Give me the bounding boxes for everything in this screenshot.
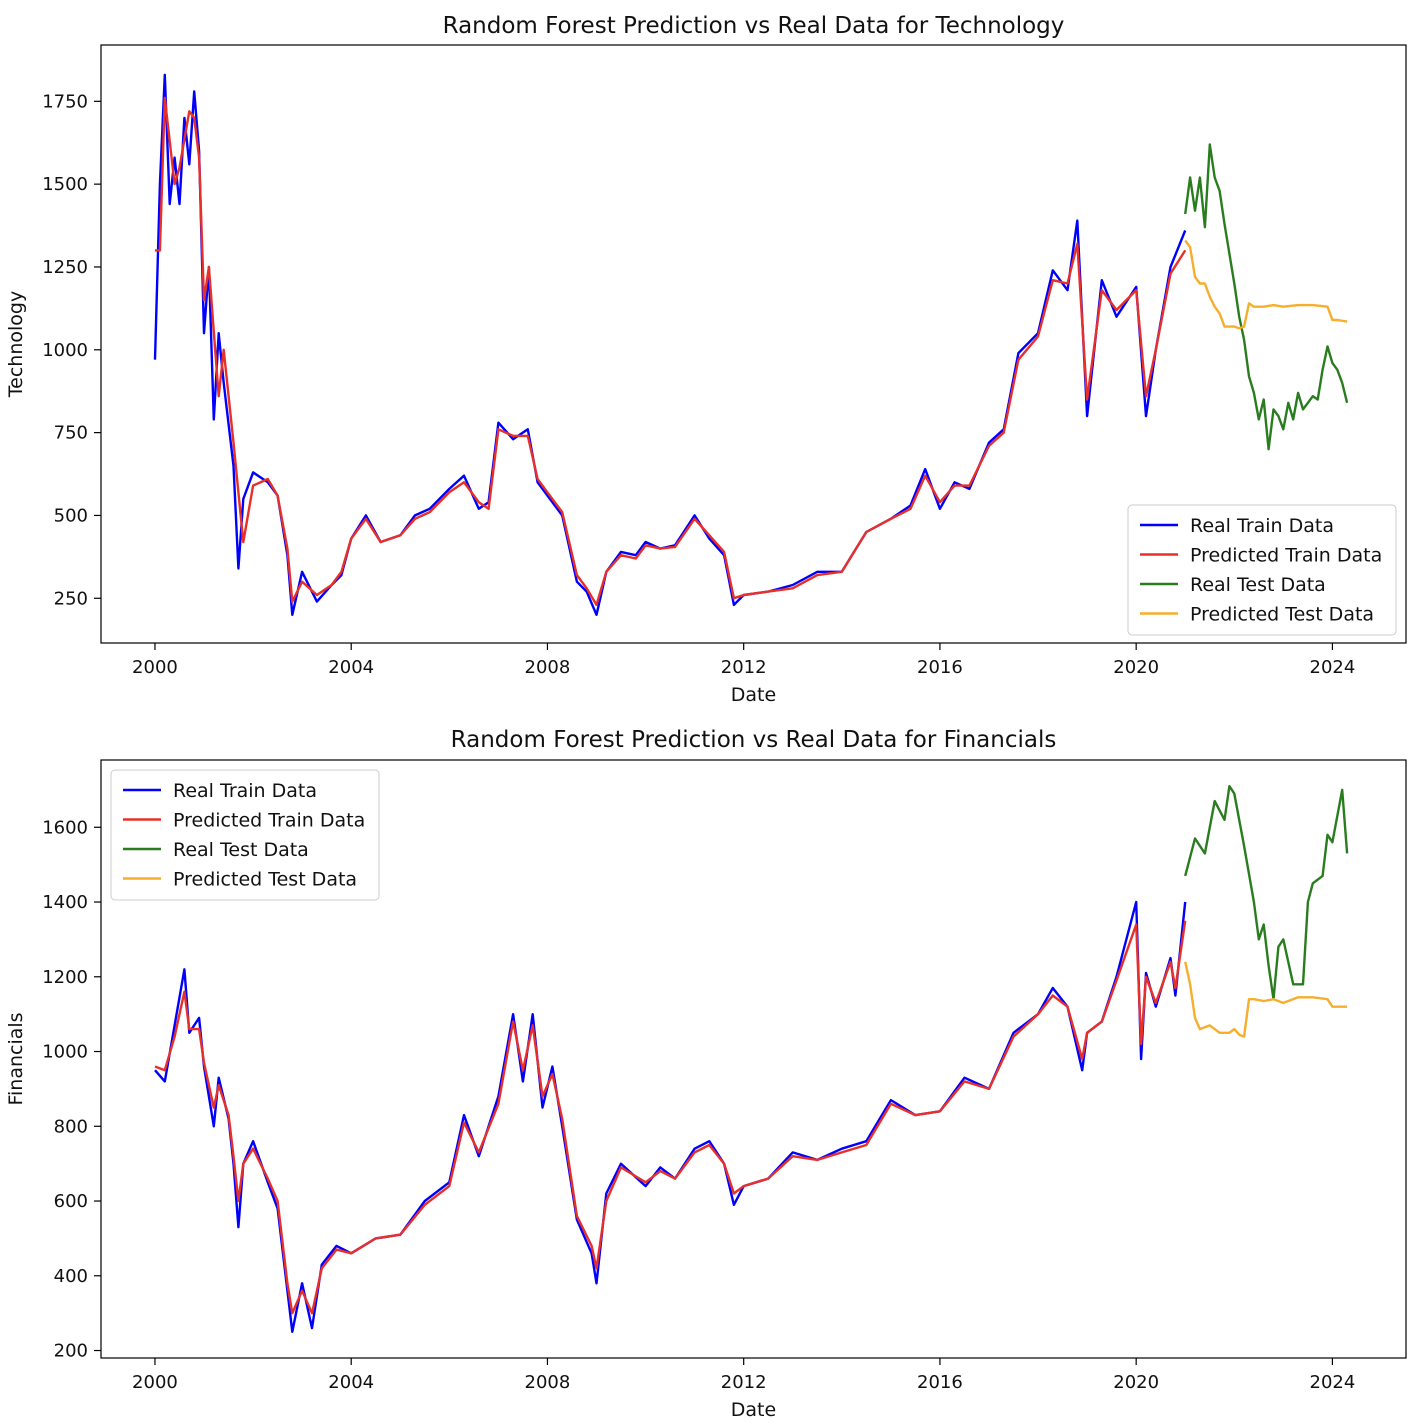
chart-title: Random Forest Prediction vs Real Data fo…	[443, 13, 1065, 39]
plot-frame	[100, 759, 1407, 1359]
x-axis-label: Date	[731, 684, 776, 706]
series-line-4	[1184, 239, 1348, 330]
legend: Real Train Data Predicted Train Data Real …	[1127, 504, 1397, 636]
y-axis-label: Financials	[5, 1012, 27, 1105]
series-line-2	[154, 920, 1187, 1315]
y-tick-label: 1000	[42, 1042, 88, 1063]
y-tick-label: 1000	[42, 340, 88, 361]
x-tick-label: 2004	[328, 657, 374, 678]
legend-label: Real Train Data	[173, 780, 317, 802]
y-tick-label: 600	[54, 1191, 88, 1212]
y-tick-label: 1500	[42, 174, 88, 195]
chart-1: Random Forest Prediction vs Real Data fo…	[5, 727, 1407, 1421]
x-tick-label: 2020	[1113, 1372, 1159, 1393]
y-tick-label: 200	[54, 1341, 88, 1362]
y-tick-label: 400	[54, 1266, 88, 1287]
series-line-4	[1184, 961, 1348, 1038]
y-tick-label: 1400	[42, 892, 88, 913]
legend-box	[110, 769, 380, 901]
series-line-1	[154, 900, 1187, 1334]
legend: Real Train Data Predicted Train Data Real …	[110, 769, 380, 901]
y-tick-label: 800	[54, 1116, 88, 1137]
legend-label: Predicted Train Data	[1190, 545, 1382, 567]
x-tick-label: 2024	[1310, 1372, 1356, 1393]
y-tick-label: 1600	[42, 817, 88, 838]
x-tick-label: 2024	[1310, 657, 1356, 678]
x-tick-label: 2016	[917, 657, 963, 678]
y-tick-label: 1200	[42, 967, 88, 988]
x-tick-label: 2004	[328, 1372, 374, 1393]
y-axis-label: Technology	[5, 291, 27, 398]
series-line-3	[1184, 143, 1349, 451]
legend-label: Real Test Data	[1190, 574, 1326, 596]
x-tick-label: 2012	[721, 1372, 767, 1393]
x-tick-label: 2000	[132, 1372, 178, 1393]
legend-label: Predicted Test Data	[173, 869, 357, 891]
chart-title: Random Forest Prediction vs Real Data fo…	[451, 727, 1057, 753]
legend-box	[1127, 504, 1397, 636]
series-line-3	[1184, 785, 1349, 1001]
legend-label: Real Test Data	[173, 839, 309, 861]
chart-0: Random Forest Prediction vs Real Data fo…	[5, 13, 1407, 706]
x-tick-label: 2008	[525, 657, 571, 678]
x-axis-label: Date	[731, 1399, 776, 1421]
legend-label: Predicted Train Data	[173, 810, 365, 832]
x-tick-label: 2000	[132, 657, 178, 678]
series-line-2	[155, 96, 1187, 607]
legend-label: Real Train Data	[1190, 515, 1334, 537]
y-tick-label: 1750	[42, 91, 88, 112]
y-tick-label: 250	[54, 588, 88, 609]
plot-frame	[100, 44, 1407, 644]
y-tick-label: 750	[54, 423, 88, 444]
y-tick-label: 500	[54, 505, 88, 526]
x-tick-label: 2016	[917, 1372, 963, 1393]
x-tick-label: 2012	[721, 657, 767, 678]
x-tick-label: 2008	[525, 1372, 571, 1393]
y-tick-label: 1250	[42, 257, 88, 278]
legend-label: Predicted Test Data	[1190, 604, 1374, 626]
x-tick-label: 2020	[1113, 657, 1159, 678]
